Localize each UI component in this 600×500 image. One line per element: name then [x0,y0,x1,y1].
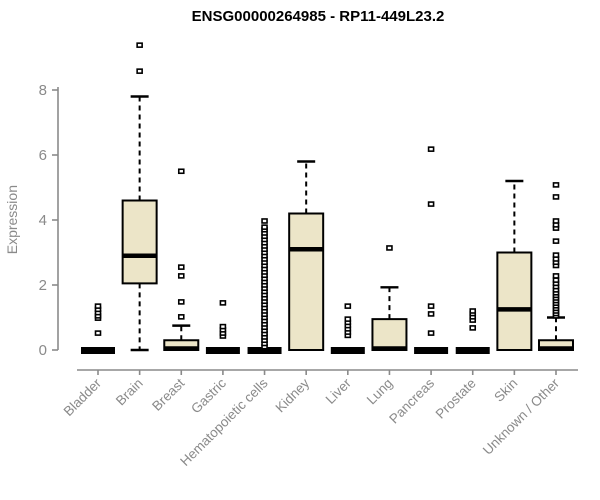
box-pancreas [414,146,449,354]
outlier-point [552,277,560,283]
iqr-box [496,251,533,351]
outlier-point [94,303,102,309]
y-tick-label: 8 [39,82,47,99]
y-tick-label: 4 [39,212,47,229]
y-tick-label: 2 [39,277,47,294]
collapsed-box [247,347,282,354]
collapsed-box [330,347,365,354]
x-tick-label: Bladder [61,375,105,419]
box-bladder [81,303,115,354]
outlier-point [386,245,393,251]
outlier-point [261,218,268,224]
iqr-box [121,199,158,285]
box-breast [163,168,200,351]
box-hematopoietic-cells [247,218,282,354]
outlier-point [427,146,435,152]
x-tick-label: Kidney [273,375,313,415]
box-unknown-other [537,182,574,351]
outlier-point [552,238,560,244]
x-tick-label: Brain [113,376,146,409]
y-axis-label-text: Expression [4,185,20,255]
box-skin [496,179,533,351]
x-tick-label: Pancreas [386,375,437,426]
iqr-box [288,212,325,351]
x-tick-label: Skin [491,376,520,405]
box-brain [121,42,158,352]
outlier-point [552,218,560,224]
x-tick-label: Liver [323,375,355,407]
outlier-point [177,264,185,270]
outlier-point [219,300,227,306]
y-tick-label: 0 [39,342,47,359]
outlier-point [136,42,143,48]
box-gastric [205,300,240,354]
collapsed-box [414,347,449,354]
x-tick-label: Unknown / Other [480,375,563,458]
outlier-point [552,252,560,258]
outlier-point [427,311,435,317]
x-tick-label: Prostate [433,376,479,422]
box-liver [330,303,365,354]
outlier-point [177,299,185,305]
outlier-point [552,273,560,279]
box-prostate [455,308,490,354]
outlier-point [427,303,435,309]
box-lung [371,245,408,351]
outlier-point [469,308,477,314]
outlier-point [427,330,435,336]
outlier-point [552,194,560,200]
y-axis-label: Expression [4,90,20,350]
collapsed-box [205,347,240,354]
outlier-point [427,201,435,207]
outlier-point [177,314,185,320]
x-tick-label: Gastric [188,375,229,416]
outlier-point [344,303,352,309]
x-tick-label: Lung [364,376,396,408]
outlier-point [177,168,185,175]
outlier-point [469,325,477,331]
outlier-point [94,330,102,336]
collapsed-box [455,347,490,354]
outlier-point [219,323,227,330]
iqr-box [371,318,408,351]
x-tick-label: Breast [149,375,187,413]
outlier-point [136,68,143,74]
collapsed-box [81,347,115,354]
chart-title: ENSG00000264985 - RP11-449L23.2 [191,8,445,25]
y-tick-label: 6 [39,147,47,164]
outlier-point [261,224,268,230]
outlier-point [552,182,560,188]
outlier-point [177,273,185,279]
box-kidney [288,160,325,351]
y-axis: 0 2 4 6 8 [39,82,59,359]
outlier-point [344,316,352,322]
